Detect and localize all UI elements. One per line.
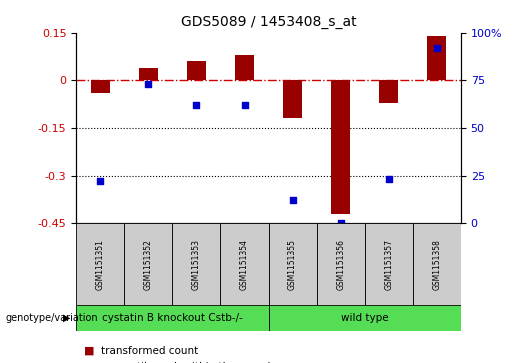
Text: percentile rank within the sample: percentile rank within the sample: [101, 362, 277, 363]
FancyBboxPatch shape: [365, 223, 413, 305]
Bar: [139, 68, 158, 80]
FancyBboxPatch shape: [413, 223, 461, 305]
Text: GSM1151352: GSM1151352: [144, 238, 153, 290]
Text: cystatin B knockout Cstb-/-: cystatin B knockout Cstb-/-: [102, 313, 243, 323]
Bar: [331, 80, 350, 214]
Text: ■: ■: [84, 346, 94, 356]
FancyBboxPatch shape: [220, 223, 269, 305]
Point: [337, 220, 345, 226]
FancyBboxPatch shape: [124, 223, 173, 305]
Text: ▶: ▶: [63, 313, 71, 323]
FancyBboxPatch shape: [76, 305, 269, 331]
Text: wild type: wild type: [341, 313, 388, 323]
Text: GSM1151354: GSM1151354: [240, 238, 249, 290]
Bar: [427, 36, 447, 80]
Text: transformed count: transformed count: [101, 346, 198, 356]
Title: GDS5089 / 1453408_s_at: GDS5089 / 1453408_s_at: [181, 15, 356, 29]
Point: [192, 102, 200, 108]
Text: genotype/variation: genotype/variation: [5, 313, 98, 323]
FancyBboxPatch shape: [269, 223, 317, 305]
FancyBboxPatch shape: [173, 223, 220, 305]
Text: GSM1151358: GSM1151358: [433, 238, 441, 290]
Point: [144, 81, 152, 87]
Bar: [235, 55, 254, 80]
Text: GSM1151351: GSM1151351: [96, 238, 105, 290]
Bar: [91, 80, 110, 93]
FancyBboxPatch shape: [76, 223, 124, 305]
Text: GSM1151355: GSM1151355: [288, 238, 297, 290]
Text: GSM1151353: GSM1151353: [192, 238, 201, 290]
FancyBboxPatch shape: [269, 305, 461, 331]
Bar: [187, 61, 206, 80]
Point: [288, 197, 297, 203]
Point: [385, 176, 393, 182]
Text: GSM1151356: GSM1151356: [336, 238, 345, 290]
Point: [241, 102, 249, 108]
Point: [96, 178, 105, 184]
Bar: [283, 80, 302, 118]
Text: ■: ■: [84, 362, 94, 363]
FancyBboxPatch shape: [317, 223, 365, 305]
Bar: [379, 80, 399, 102]
Text: GSM1151357: GSM1151357: [384, 238, 393, 290]
Point: [433, 45, 441, 51]
